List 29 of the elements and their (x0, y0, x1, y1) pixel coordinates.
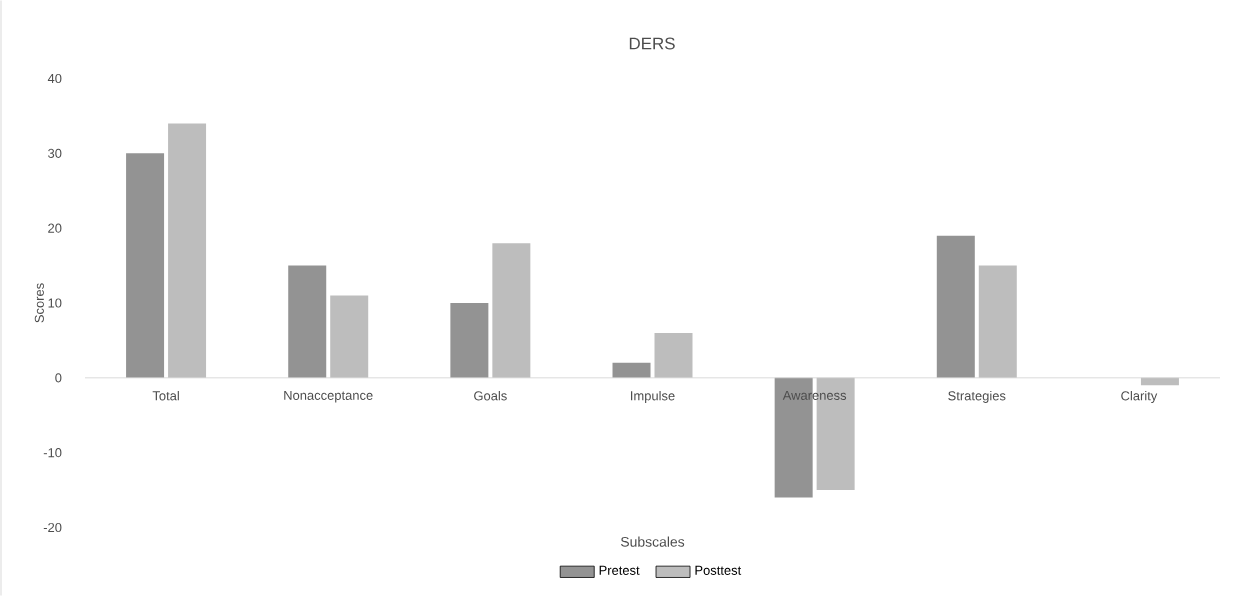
x-tick-label: Total (152, 390, 179, 401)
bar (936, 235, 975, 378)
y-tick-label: -20 (43, 522, 62, 533)
x-axis-title: Subscales (620, 536, 685, 547)
y-tick-label: 20 (48, 223, 62, 233)
bar (168, 123, 207, 378)
bar (288, 265, 327, 378)
x-tick-label: Clarity (1121, 390, 1158, 403)
y-tick-label: 30 (48, 148, 62, 158)
bar (126, 153, 165, 378)
bar (978, 265, 1017, 378)
bar (450, 303, 489, 378)
y-tick-label: 40 (47, 73, 62, 84)
x-tick-label: Impulse (631, 390, 675, 403)
bar (654, 332, 693, 378)
bar (492, 243, 531, 378)
y-tick-label: 10 (48, 298, 62, 308)
bar (330, 295, 369, 378)
bar (612, 362, 651, 378)
legend-label: Posttest (695, 565, 742, 575)
legend-label: Pretest (599, 565, 640, 575)
x-tick-label: Strategies (948, 390, 1006, 403)
y-axis-title: Scores (34, 283, 44, 323)
chart-title: DERS (629, 37, 675, 50)
y-tick-label: -10 (43, 448, 62, 458)
bar (1140, 377, 1179, 386)
x-tick-label: Nonacceptance (284, 390, 373, 403)
y-tick-label: 0 (55, 373, 62, 383)
x-tick-label: Goals (474, 390, 507, 401)
